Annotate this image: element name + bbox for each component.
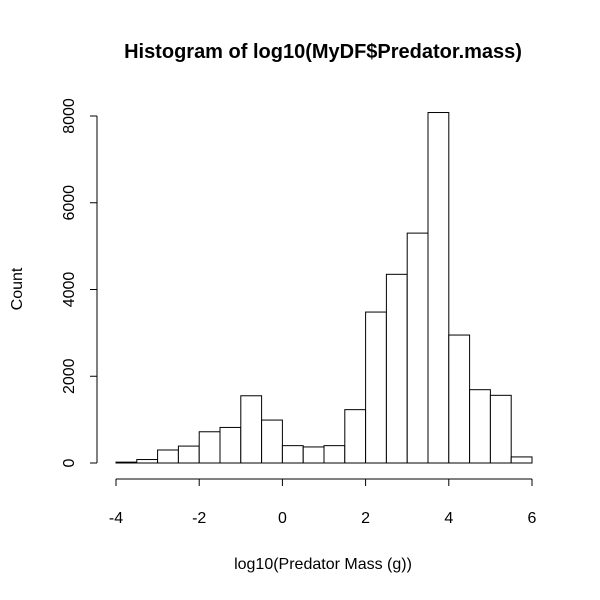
histogram-bar-3 xyxy=(177,445,200,464)
histogram-bar-13 xyxy=(385,273,408,464)
y-tick-label-2: 4000 xyxy=(61,272,78,308)
x-tick-label-1: -2 xyxy=(192,510,206,527)
histogram-bar-5 xyxy=(219,426,242,464)
y-tick-label-4: 8000 xyxy=(61,98,78,134)
chart-title: Histogram of log10(MyDF$Predator.mass) xyxy=(124,41,522,63)
x-tick-label-2: 0 xyxy=(278,510,287,527)
histogram-bar-7 xyxy=(261,419,283,464)
histogram-bar-18 xyxy=(489,394,512,464)
histogram-bar-12 xyxy=(365,311,387,464)
histogram-bar-2 xyxy=(157,449,179,464)
y-tick-label-0: 0 xyxy=(61,458,78,467)
y-tick-label-3: 6000 xyxy=(61,185,78,221)
y-axis-label: Count xyxy=(9,267,26,310)
histogram-bar-8 xyxy=(281,445,304,464)
histogram-bar-10 xyxy=(323,445,346,464)
histogram-bar-6 xyxy=(240,395,263,464)
histogram-bar-17 xyxy=(469,389,491,464)
bars-group xyxy=(115,112,533,464)
histogram-bar-15 xyxy=(427,112,450,464)
x-tick-label-0: -4 xyxy=(109,510,123,527)
y-axis: 0 2000 4000 6000 8000 xyxy=(61,98,98,467)
x-axis: -4 -2 0 2 4 6 xyxy=(109,478,537,527)
y-tick-label-1: 2000 xyxy=(61,358,78,394)
x-tick-label-4: 4 xyxy=(444,510,453,527)
histogram-bar-14 xyxy=(406,232,429,464)
x-axis-label: log10(Predator Mass (g)) xyxy=(234,556,412,573)
histogram-bar-19 xyxy=(510,456,533,464)
histogram-bar-4 xyxy=(198,431,221,464)
histogram-bar-9 xyxy=(302,446,325,464)
histogram-bar-1 xyxy=(136,459,159,464)
histogram-bar-0 xyxy=(115,461,138,464)
x-tick-label-5: 6 xyxy=(528,510,537,527)
histogram-bar-11 xyxy=(344,409,367,464)
histogram-bar-16 xyxy=(448,334,471,464)
x-tick-label-3: 2 xyxy=(361,510,370,527)
